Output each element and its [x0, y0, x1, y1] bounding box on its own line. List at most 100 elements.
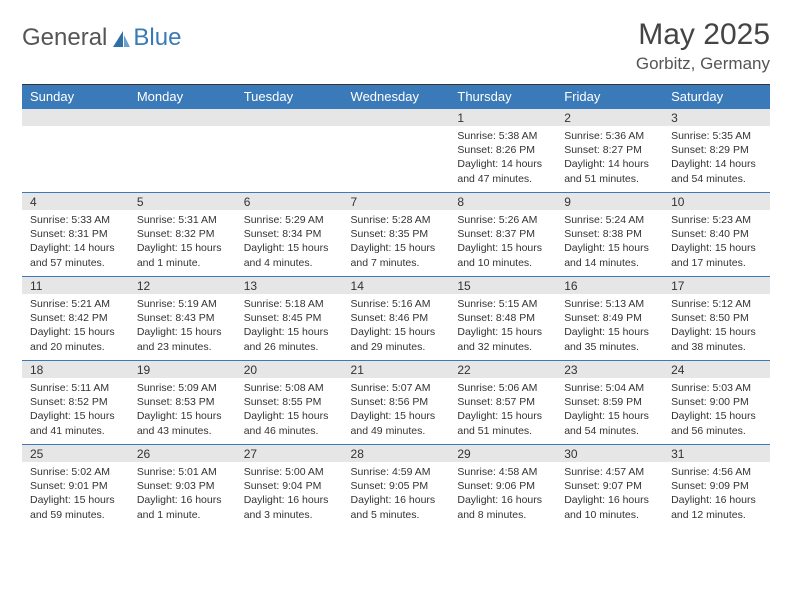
sunset-text: Sunset: 8:35 PM — [351, 227, 442, 241]
day-number — [129, 108, 236, 126]
daylight-text: Daylight: 15 hours and 1 minute. — [137, 241, 228, 269]
daylight-text: Daylight: 15 hours and 56 minutes. — [671, 409, 762, 437]
day-number: 26 — [129, 444, 236, 462]
day-details: Sunrise: 5:16 AMSunset: 8:46 PMDaylight:… — [343, 294, 450, 360]
sunrise-text: Sunrise: 5:07 AM — [351, 381, 442, 395]
day-header-row: SundayMondayTuesdayWednesdayThursdayFrid… — [22, 85, 770, 108]
day-details: Sunrise: 5:12 AMSunset: 8:50 PMDaylight:… — [663, 294, 770, 360]
location: Gorbitz, Germany — [636, 54, 770, 74]
daylight-text: Daylight: 15 hours and 43 minutes. — [137, 409, 228, 437]
day-details — [343, 126, 450, 192]
sunrise-text: Sunrise: 5:08 AM — [244, 381, 335, 395]
calendar-day: 10Sunrise: 5:23 AMSunset: 8:40 PMDayligh… — [663, 192, 770, 276]
day-header: Tuesday — [236, 85, 343, 108]
sunrise-text: Sunrise: 5:21 AM — [30, 297, 121, 311]
sunrise-text: Sunrise: 5:06 AM — [457, 381, 548, 395]
sunrise-text: Sunrise: 5:36 AM — [564, 129, 655, 143]
day-details: Sunrise: 5:24 AMSunset: 8:38 PMDaylight:… — [556, 210, 663, 276]
daylight-text: Daylight: 16 hours and 3 minutes. — [244, 493, 335, 521]
brand-logo: General Blue — [22, 18, 181, 52]
daylight-text: Daylight: 15 hours and 20 minutes. — [30, 325, 121, 353]
daylight-text: Daylight: 15 hours and 32 minutes. — [457, 325, 548, 353]
sunrise-text: Sunrise: 5:03 AM — [671, 381, 762, 395]
sunrise-text: Sunrise: 5:04 AM — [564, 381, 655, 395]
sunset-text: Sunset: 8:42 PM — [30, 311, 121, 325]
day-number: 28 — [343, 444, 450, 462]
day-details: Sunrise: 4:59 AMSunset: 9:05 PMDaylight:… — [343, 462, 450, 528]
calendar-day: 31Sunrise: 4:56 AMSunset: 9:09 PMDayligh… — [663, 444, 770, 528]
sunset-text: Sunset: 8:53 PM — [137, 395, 228, 409]
daylight-text: Daylight: 16 hours and 1 minute. — [137, 493, 228, 521]
sunrise-text: Sunrise: 5:33 AM — [30, 213, 121, 227]
calendar-day: 29Sunrise: 4:58 AMSunset: 9:06 PMDayligh… — [449, 444, 556, 528]
sunset-text: Sunset: 9:06 PM — [457, 479, 548, 493]
daylight-text: Daylight: 16 hours and 10 minutes. — [564, 493, 655, 521]
calendar-day: 5Sunrise: 5:31 AMSunset: 8:32 PMDaylight… — [129, 192, 236, 276]
calendar-day — [343, 108, 450, 192]
day-number: 27 — [236, 444, 343, 462]
sunrise-text: Sunrise: 5:00 AM — [244, 465, 335, 479]
sunrise-text: Sunrise: 5:24 AM — [564, 213, 655, 227]
sunset-text: Sunset: 9:04 PM — [244, 479, 335, 493]
day-number: 1 — [449, 108, 556, 126]
day-number: 30 — [556, 444, 663, 462]
daylight-text: Daylight: 14 hours and 47 minutes. — [457, 157, 548, 185]
daylight-text: Daylight: 15 hours and 14 minutes. — [564, 241, 655, 269]
daylight-text: Daylight: 14 hours and 51 minutes. — [564, 157, 655, 185]
day-number: 22 — [449, 360, 556, 378]
sunrise-text: Sunrise: 5:11 AM — [30, 381, 121, 395]
day-number — [236, 108, 343, 126]
sunset-text: Sunset: 8:55 PM — [244, 395, 335, 409]
calendar-day: 21Sunrise: 5:07 AMSunset: 8:56 PMDayligh… — [343, 360, 450, 444]
calendar-body: 1Sunrise: 5:38 AMSunset: 8:26 PMDaylight… — [22, 108, 770, 528]
day-number: 11 — [22, 276, 129, 294]
sunset-text: Sunset: 8:32 PM — [137, 227, 228, 241]
day-number: 25 — [22, 444, 129, 462]
calendar-day: 16Sunrise: 5:13 AMSunset: 8:49 PMDayligh… — [556, 276, 663, 360]
calendar-day: 27 Sunrise: 5:00 AMSunset: 9:04 PMDayligh… — [236, 444, 343, 528]
day-number: 31 — [663, 444, 770, 462]
daylight-text: Daylight: 16 hours and 12 minutes. — [671, 493, 762, 521]
day-header: Thursday — [449, 85, 556, 108]
daylight-text: Daylight: 15 hours and 54 minutes. — [564, 409, 655, 437]
day-number: 8 — [449, 192, 556, 210]
day-details: Sunrise: 5:18 AMSunset: 8:45 PMDaylight:… — [236, 294, 343, 360]
day-details: Sunrise: 5:11 AMSunset: 8:52 PMDaylight:… — [22, 378, 129, 444]
sunrise-text: Sunrise: 5:18 AM — [244, 297, 335, 311]
day-details: Sunrise: 5:21 AMSunset: 8:42 PMDaylight:… — [22, 294, 129, 360]
sunrise-text: Sunrise: 5:35 AM — [671, 129, 762, 143]
sunset-text: Sunset: 8:29 PM — [671, 143, 762, 157]
day-number: 15 — [449, 276, 556, 294]
sunrise-text: Sunrise: 5:12 AM — [671, 297, 762, 311]
day-details: Sunrise: 5:26 AMSunset: 8:37 PMDaylight:… — [449, 210, 556, 276]
day-details: Sunrise: 5:36 AMSunset: 8:27 PMDaylight:… — [556, 126, 663, 192]
calendar-day: 14Sunrise: 5:16 AMSunset: 8:46 PMDayligh… — [343, 276, 450, 360]
calendar-day: 17Sunrise: 5:12 AMSunset: 8:50 PMDayligh… — [663, 276, 770, 360]
brand-part2: Blue — [133, 24, 181, 52]
day-details: Sunrise: 5:15 AMSunset: 8:48 PMDaylight:… — [449, 294, 556, 360]
day-number: 4 — [22, 192, 129, 210]
calendar-week: 1Sunrise: 5:38 AMSunset: 8:26 PMDaylight… — [22, 108, 770, 192]
day-number: 24 — [663, 360, 770, 378]
day-number: 19 — [129, 360, 236, 378]
daylight-text: Daylight: 15 hours and 38 minutes. — [671, 325, 762, 353]
sunset-text: Sunset: 8:40 PM — [671, 227, 762, 241]
day-details: Sunrise: 5:08 AMSunset: 8:55 PMDaylight:… — [236, 378, 343, 444]
calendar-day: 28Sunrise: 4:59 AMSunset: 9:05 PMDayligh… — [343, 444, 450, 528]
sunrise-text: Sunrise: 4:59 AM — [351, 465, 442, 479]
sunrise-text: Sunrise: 5:19 AM — [137, 297, 228, 311]
calendar-week: 4Sunrise: 5:33 AMSunset: 8:31 PMDaylight… — [22, 192, 770, 276]
day-details: Sunrise: 5:23 AMSunset: 8:40 PMDaylight:… — [663, 210, 770, 276]
day-details — [22, 126, 129, 192]
day-details: Sunrise: 4:56 AMSunset: 9:09 PMDaylight:… — [663, 462, 770, 528]
day-details: Sunrise: 5:03 AMSunset: 9:00 PMDaylight:… — [663, 378, 770, 444]
calendar-day: 18Sunrise: 5:11 AMSunset: 8:52 PMDayligh… — [22, 360, 129, 444]
sunrise-text: Sunrise: 5:31 AM — [137, 213, 228, 227]
sunrise-text: Sunrise: 5:13 AM — [564, 297, 655, 311]
calendar-day — [129, 108, 236, 192]
sunset-text: Sunset: 9:03 PM — [137, 479, 228, 493]
calendar-day: 20Sunrise: 5:08 AMSunset: 8:55 PMDayligh… — [236, 360, 343, 444]
daylight-text: Daylight: 15 hours and 49 minutes. — [351, 409, 442, 437]
calendar-day: 25Sunrise: 5:02 AMSunset: 9:01 PMDayligh… — [22, 444, 129, 528]
sunrise-text: Sunrise: 4:56 AM — [671, 465, 762, 479]
